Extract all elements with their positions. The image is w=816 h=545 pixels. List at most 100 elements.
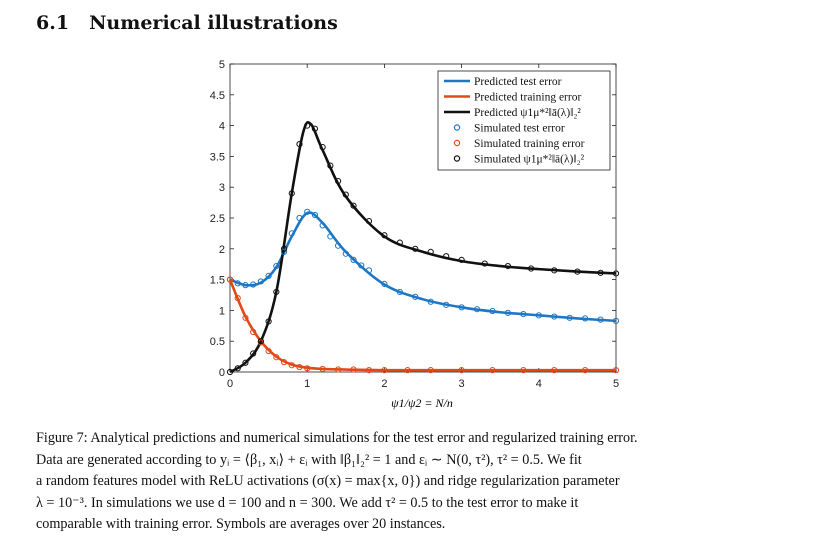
data-point [234,280,241,287]
data-point [597,269,604,276]
data-point [458,367,465,374]
data-point [350,202,357,209]
legend-swatch-marker [453,124,461,131]
data-point [280,245,288,252]
data-point [504,262,512,270]
data-point [443,253,450,260]
data-point [273,288,280,296]
caption-line: Data are generated according to yᵢ = ⟨β₁… [36,451,582,468]
data-point [481,260,488,267]
y-tick-label: 3.5 [210,151,225,163]
caption-line: comparable with training error. Symbols … [36,516,446,532]
data-point [242,359,249,366]
data-point [381,367,388,374]
x-tick-label: 2 [381,378,387,390]
data-point [504,309,512,316]
y-tick-label: 1 [219,305,225,317]
data-point [265,318,272,325]
data-point [404,367,411,374]
data-point [342,250,349,257]
data-point [250,350,257,357]
data-point [458,304,465,311]
data-point [535,312,542,319]
y-tick-label: 2 [219,244,225,256]
data-point [296,140,303,148]
data-point [304,365,311,372]
data-point [358,262,365,269]
data-point [250,328,257,336]
data-point [226,276,234,283]
data-point [582,367,589,374]
data-point [296,214,303,222]
data-point [612,367,620,374]
data-point [288,362,295,369]
data-point [574,268,581,275]
data-point [311,211,319,219]
data-point [350,256,357,263]
data-point [288,230,295,237]
data-point [304,122,311,129]
data-point [551,267,558,274]
data-point [319,144,326,151]
data-point [566,314,573,321]
data-point [612,317,620,324]
data-point [319,365,326,373]
series-layer [226,121,620,376]
data-point [427,367,434,374]
figure-chart: 0 1 2 3 4 5 0 0.5 1 1.5 2 2.5 3 3.5 4 4.5 5 Predicted te… [210,59,620,410]
data-point [327,162,334,169]
figure-caption: Figure 7: Analytical predictions and num… [36,428,792,536]
data-point [280,248,288,255]
y-tick-label: 4 [219,121,225,133]
data-point [327,233,334,240]
y-tick-label: 2.5 [210,213,225,225]
legend-swatch-marker [453,155,461,162]
data-point [304,208,311,215]
data-point [520,310,527,318]
data-point [381,232,388,239]
y-tick-label: 3 [219,182,225,194]
data-point [412,293,419,300]
data-point [334,366,342,373]
y-tick-label: 4.5 [210,90,225,102]
data-point [458,256,465,263]
data-point [412,245,419,252]
data-point [551,313,558,320]
data-point [234,365,241,372]
caption-line: a random features model with ReLU activa… [36,473,620,489]
x-tick-label: 5 [613,378,619,390]
legend-label: Predicted training error [474,92,581,104]
data-point [265,347,272,355]
data-point [365,217,373,225]
data-point [265,272,272,280]
legend-label: Predicted test error [474,76,562,88]
data-point [427,298,434,305]
legend-label: Simulated training error [474,138,585,150]
caption-line: λ = 10⁻³. In simulations we use d = 100 … [36,494,579,511]
data-point [582,315,589,322]
data-point [250,281,257,288]
data-point [234,294,241,302]
data-point [489,307,496,315]
data-point [257,338,264,345]
caption-line: Figure 7: Analytical predictions and num… [36,430,638,446]
data-point [242,314,249,321]
y-tick-label: 0 [219,367,225,379]
data-point [597,316,604,323]
data-point [612,270,620,277]
series-line [229,211,617,323]
legend-label: Simulated test error [474,123,565,135]
y-tick-label: 5 [219,59,225,71]
data-point [396,239,403,246]
x-tick-label: 3 [459,378,465,390]
data-point [273,262,280,270]
data-point [489,367,496,374]
data-point [342,191,349,198]
x-tick-label: 1 [304,378,310,390]
data-point [280,359,288,366]
x-axis-label: ψ1/ψ2 = N/n [391,396,453,410]
section-title-text: Numerical illustrations [89,12,338,34]
data-point [365,367,373,374]
section-heading: 6.1 Numerical illustrations [36,12,338,34]
legend-label: Predicted ψ1μ*²‖ā(λ)‖₂² [474,107,581,119]
